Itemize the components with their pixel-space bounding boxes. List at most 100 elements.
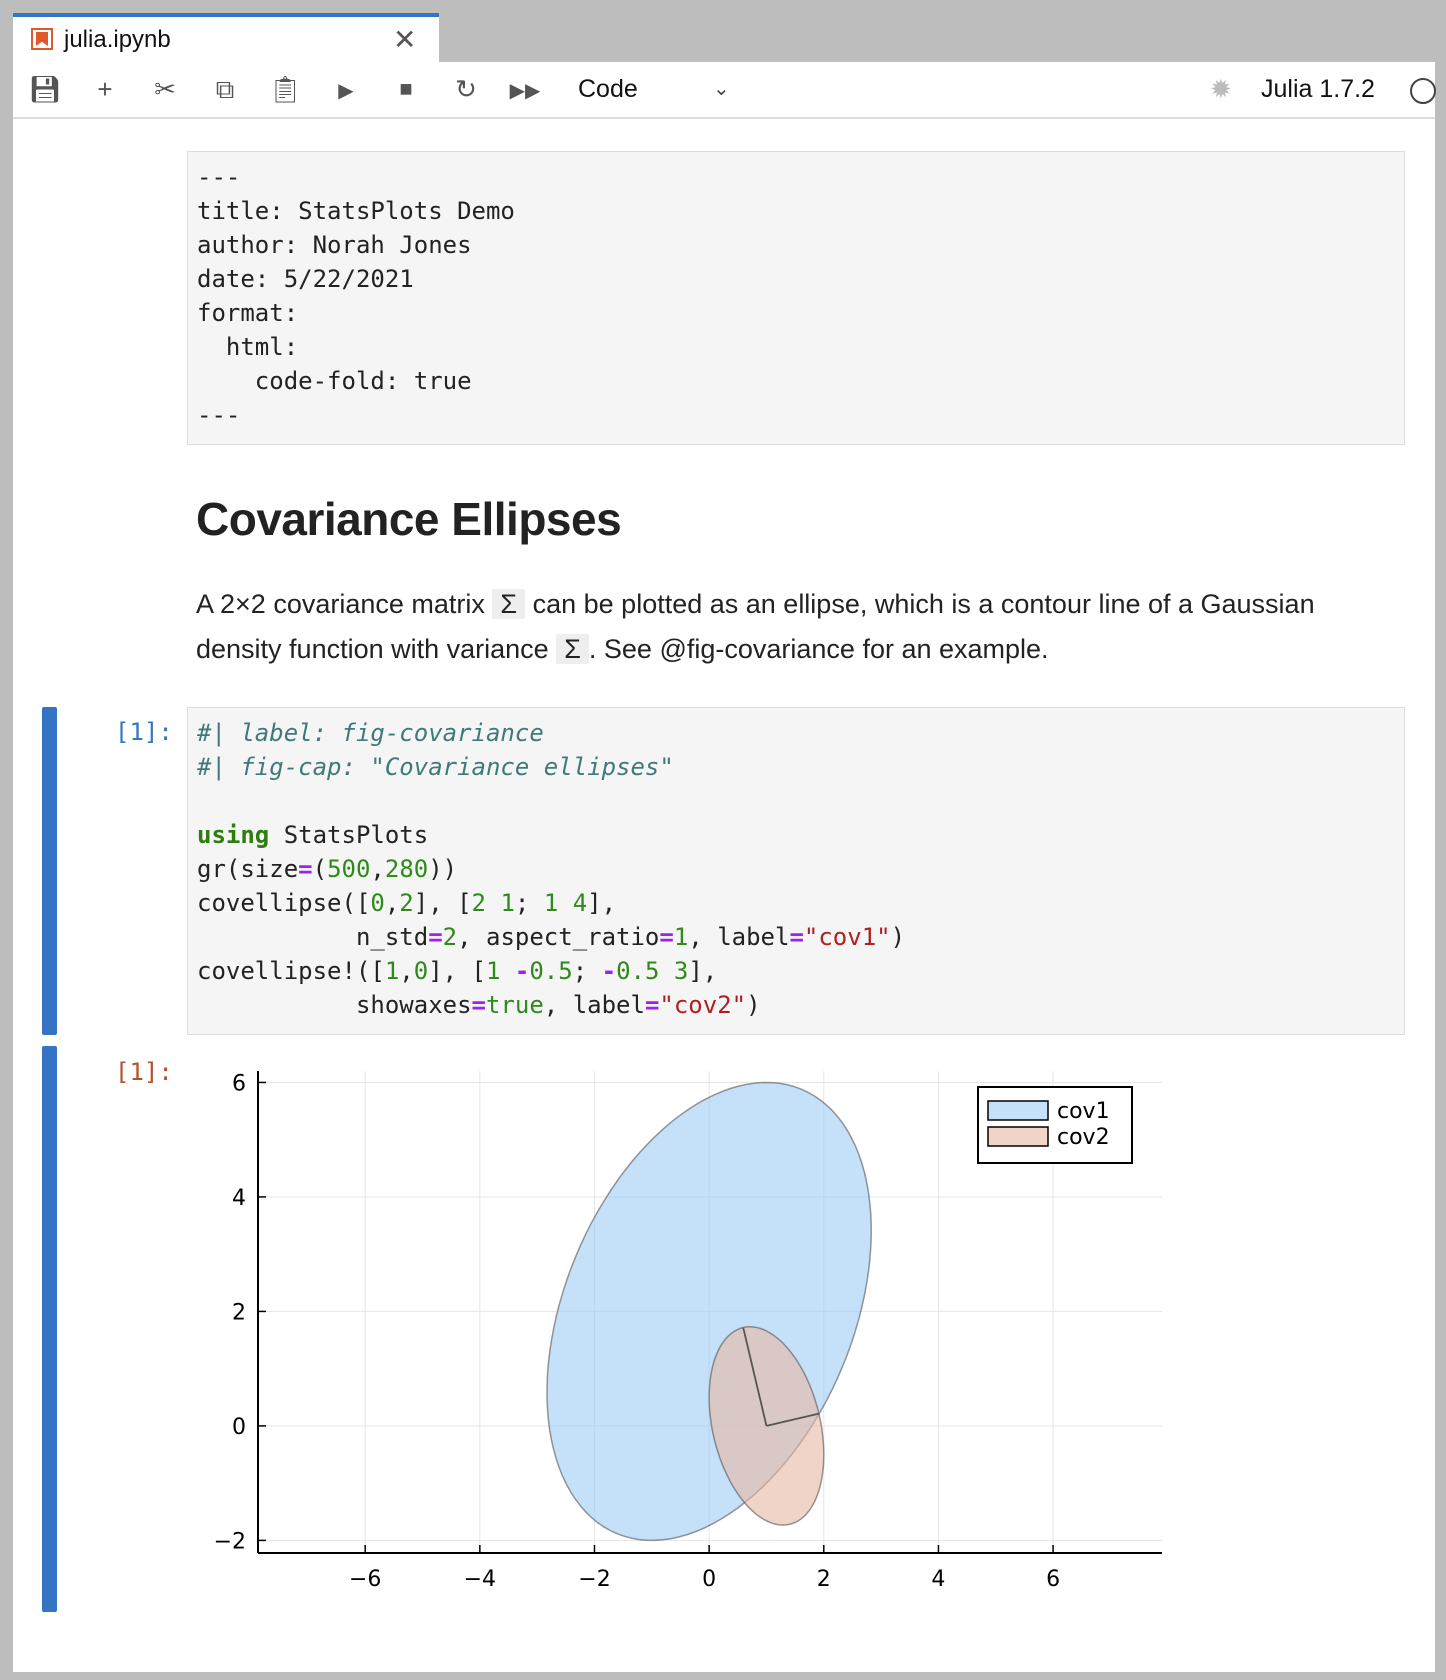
code-token: , label [543, 991, 645, 1019]
code-token: 0 [413, 957, 429, 985]
code-token: , [399, 957, 414, 985]
code-token: 4 [558, 889, 588, 917]
code-token: 2 [471, 889, 486, 917]
x-tick-label: 6 [1046, 1567, 1060, 1592]
code-token: = [789, 923, 804, 951]
math-sigma: Σ [556, 634, 589, 664]
fast-forward-icon[interactable]: ▶▶ [509, 80, 541, 102]
text: A 2×2 covariance matrix [196, 589, 493, 619]
input-prompt: [1]: [115, 718, 173, 746]
y-tick-label: −2 [214, 1529, 246, 1554]
text: . See @fig-covariance for an example. [588, 634, 1049, 664]
code-token: ; [514, 889, 544, 917]
y-tick-label: 4 [232, 1186, 246, 1211]
code-token: = [471, 991, 486, 1019]
kernel-status-icon [1410, 78, 1436, 104]
debugger-icon[interactable]: ✹ [1210, 74, 1232, 104]
code-token: 1 [543, 889, 559, 917]
code-token: StatsPlots [269, 821, 429, 849]
code-token: #| label: fig-covariance [197, 719, 544, 747]
code-token: ], [ [428, 957, 486, 985]
code-token: 1 [486, 957, 501, 985]
code-token: = [298, 855, 313, 883]
ellipse-axis [742, 1327, 768, 1427]
restart-icon[interactable]: ↻ [455, 74, 477, 104]
stop-icon[interactable]: ■ [399, 76, 413, 101]
code-token: covellipse([ [197, 889, 371, 917]
markdown-heading: Covariance Ellipses [196, 493, 622, 545]
code-token: 2 [399, 889, 414, 917]
math-sigma: Σ [492, 589, 526, 619]
close-icon[interactable]: ✕ [393, 24, 417, 55]
save-icon[interactable]: 💾︎ [28, 74, 62, 104]
legend-label: cov2 [1057, 1125, 1110, 1150]
legend-label: cov1 [1057, 1099, 1110, 1124]
code-token: = [644, 991, 660, 1019]
code-line: covellipse([0,2], [2 1; 1 4], [197, 886, 1395, 920]
code-token: = [659, 923, 674, 951]
x-tick-label: 2 [817, 1567, 831, 1592]
output-prompt: [1]: [115, 1058, 173, 1086]
legend-swatch [987, 1100, 1049, 1121]
code-token: , label [688, 923, 790, 951]
run-icon[interactable]: ▶ [338, 80, 354, 102]
code-token: ], [688, 957, 718, 985]
code-token: 0.5 [529, 957, 573, 985]
code-token: , aspect_ratio [457, 923, 660, 951]
toolbar: 💾︎ + ✂ ⧉ 📋︎ ▶ ■ ↻ ▶▶ Code ⌄ ✹ Julia 1.7.… [13, 62, 1436, 119]
raw-cell[interactable]: --- title: StatsPlots Demo author: Norah… [187, 151, 1405, 445]
code-token: ], [ [413, 889, 472, 917]
x-tick-label: 0 [702, 1567, 716, 1592]
code-token: using [197, 821, 270, 849]
code-token: ) [890, 923, 906, 951]
notebook-tab[interactable]: julia.ipynb ✕ [13, 13, 439, 63]
code-token: 500 [327, 855, 371, 883]
code-token: "cov1" [803, 923, 891, 951]
text: can be plotted as an ellipse, which is a… [196, 589, 1315, 664]
legend [977, 1086, 1133, 1164]
x-tick-label: −6 [349, 1567, 381, 1592]
copy-icon[interactable]: ⧉ [215, 74, 235, 104]
code-token: , [384, 889, 400, 917]
add-icon[interactable]: + [97, 74, 113, 104]
code-line: #| label: fig-covariance [197, 716, 1395, 750]
y-tick-label: 2 [232, 1300, 246, 1325]
code-token: 3 [659, 957, 689, 985]
code-line: gr(size=(500,280)) [197, 852, 1395, 886]
code-token: showaxes [197, 991, 472, 1019]
code-token: gr(size [197, 855, 299, 883]
code-token: #| fig-cap: "Covariance ellipses" [197, 753, 674, 781]
legend-swatch [987, 1126, 1049, 1147]
code-token: 0.5 [616, 957, 660, 985]
code-token: true [486, 991, 544, 1019]
code-line: covellipse!([1,0], [1 -0.5; -0.5 3], [197, 954, 1395, 988]
code-line: n_std=2, aspect_ratio=1, label="cov1") [197, 920, 1395, 954]
x-tick-label: −4 [464, 1567, 496, 1592]
x-tick-label: 4 [931, 1567, 945, 1592]
code-token: ], [587, 889, 617, 917]
cut-icon[interactable]: ✂ [154, 74, 176, 104]
code-editor[interactable]: #| label: fig-covariance #| fig-cap: "Cov… [187, 707, 1405, 1035]
paste-icon[interactable]: 📋︎ [268, 74, 302, 104]
code-token: )) [428, 855, 458, 883]
code-token: 1 [384, 957, 400, 985]
code-token: "cov2" [659, 991, 747, 1019]
code-token: 1 [486, 889, 515, 917]
code-token: n_std [197, 923, 429, 951]
y-tick-label: 6 [232, 1071, 246, 1096]
code-token: 280 [384, 855, 429, 883]
code-token: covellipse!([ [197, 957, 385, 985]
code-token: ) [746, 991, 761, 1019]
chevron-down-icon[interactable]: ⌄ [713, 78, 730, 100]
kernel-name[interactable]: Julia 1.7.2 [1261, 75, 1375, 103]
code-line: using StatsPlots [197, 818, 1395, 852]
code-token: 0 [370, 889, 385, 917]
cell-type-select[interactable]: Code [578, 75, 638, 103]
code-line: #| fig-cap: "Covariance ellipses" [197, 750, 1395, 784]
code-token: 2 [442, 923, 458, 951]
tab-title: julia.ipynb [64, 26, 171, 53]
output-collapser[interactable] [42, 1046, 57, 1612]
cell-collapser[interactable] [42, 707, 57, 1035]
x-tick-label: −2 [578, 1567, 610, 1592]
